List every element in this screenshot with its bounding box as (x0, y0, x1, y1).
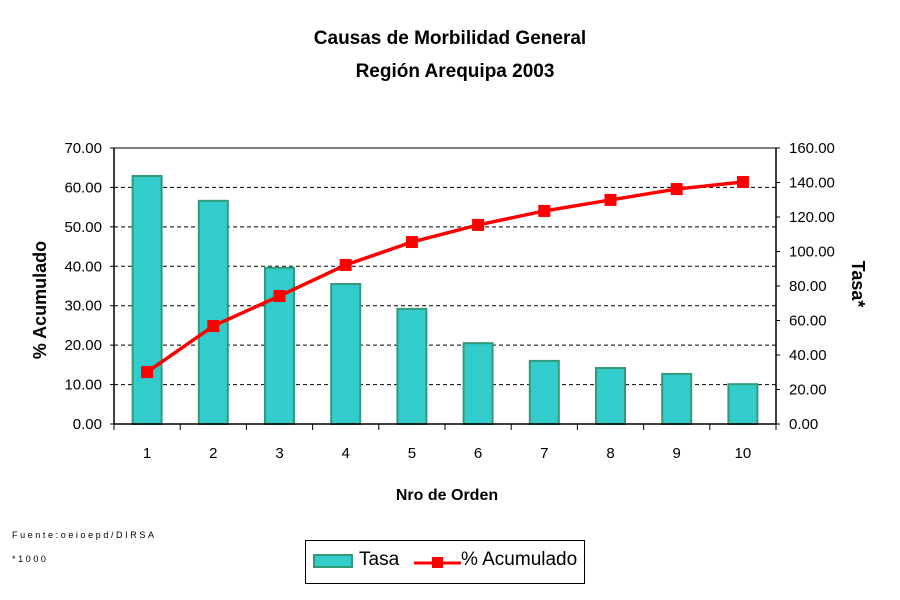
legend-swatch-tasa (313, 554, 353, 568)
y-left-tick-label: 60.00 (64, 179, 102, 196)
y-right-tick-label: 120.00 (789, 209, 835, 226)
marker-acumulado-7 (538, 204, 551, 217)
marker-acumulado-2 (207, 320, 220, 333)
bar-tasa-2 (197, 199, 229, 425)
chart-title: Causas de Morbilidad General (313, 28, 587, 49)
tick-labels: 0.00 10.00 20.00 30.00 40.00 50.00 60.00 70.00 0… (64, 140, 834, 462)
marker-acumulado-8 (604, 193, 617, 206)
marker-acumulado-1 (141, 366, 154, 379)
y-right-tick-label: 140.00 (789, 175, 835, 192)
line-series-acumulado (141, 175, 749, 379)
x-tick-label: 6 (474, 445, 482, 462)
chart-subtitle: Región Arequipa 2003 (355, 61, 555, 82)
y-left-tick-label: 50.00 (64, 219, 102, 236)
x-axis-label: Nro de Orden (396, 487, 498, 504)
x-tick-label: 8 (606, 445, 614, 462)
x-tick-label: 10 (735, 445, 752, 462)
marker-acumulado-6 (472, 218, 485, 231)
bar-tasa-9 (661, 372, 693, 426)
y-left-tick-label: 70.00 (64, 140, 102, 157)
bar-tasa-6 (462, 342, 494, 425)
units-note: *1000 (12, 554, 49, 564)
y-right-tick-label: 60.00 (789, 313, 827, 330)
y-axis-left-label: % Acumulado (30, 241, 50, 359)
x-tick-label: 9 (673, 445, 681, 462)
y-right-tick-label: 160.00 (789, 140, 835, 157)
y-right-tick-label: 100.00 (789, 244, 835, 261)
x-tick-label: 4 (342, 445, 350, 462)
legend-label-tasa: Tasa (359, 549, 400, 570)
x-tick-label: 2 (209, 445, 217, 462)
bar-series-tasa (131, 174, 759, 426)
legend-swatch-acumulado (414, 557, 461, 568)
marker-acumulado-3 (273, 290, 286, 303)
bar-tasa-8 (595, 367, 626, 425)
y-left-tick-label: 20.00 (64, 337, 102, 354)
y-left-tick-label: 30.00 (64, 298, 102, 315)
y-left-tick-label: 0.00 (73, 416, 102, 433)
y-right-tick-label: 80.00 (789, 278, 827, 295)
gridlines (114, 186, 776, 386)
y-right-tick-label: 40.00 (789, 347, 827, 364)
marker-acumulado-5 (405, 236, 418, 249)
y-right-tick-label: 0.00 (789, 416, 818, 433)
marker-acumulado-10 (736, 175, 749, 188)
y-right-tick-label: 20.00 (789, 382, 827, 399)
axes (110, 147, 780, 430)
bar-tasa-4 (330, 283, 362, 425)
legend-label-acumulado: % Acumulado (461, 549, 578, 570)
y-left-tick-label: 40.00 (64, 258, 102, 275)
line-acumulado (146, 180, 744, 374)
marker-acumulado-4 (339, 258, 352, 271)
y-axis-right-label: Tasa* (848, 261, 868, 308)
legend: Tasa % Acumulado (305, 540, 585, 584)
x-tick-label: 5 (408, 445, 416, 462)
marker-acumulado-9 (670, 183, 683, 196)
bar-tasa-7 (528, 359, 560, 425)
x-tick-label: 3 (275, 445, 283, 462)
x-tick-label: 1 (143, 445, 151, 462)
x-tick-label: 7 (540, 445, 548, 462)
bar-tasa-10 (727, 383, 759, 426)
y-left-tick-label: 10.00 (64, 377, 102, 394)
bar-tasa-5 (396, 307, 428, 425)
bar-tasa-1 (131, 174, 163, 425)
source-note: Fuente:oeioepd/DIRSA (12, 530, 157, 540)
